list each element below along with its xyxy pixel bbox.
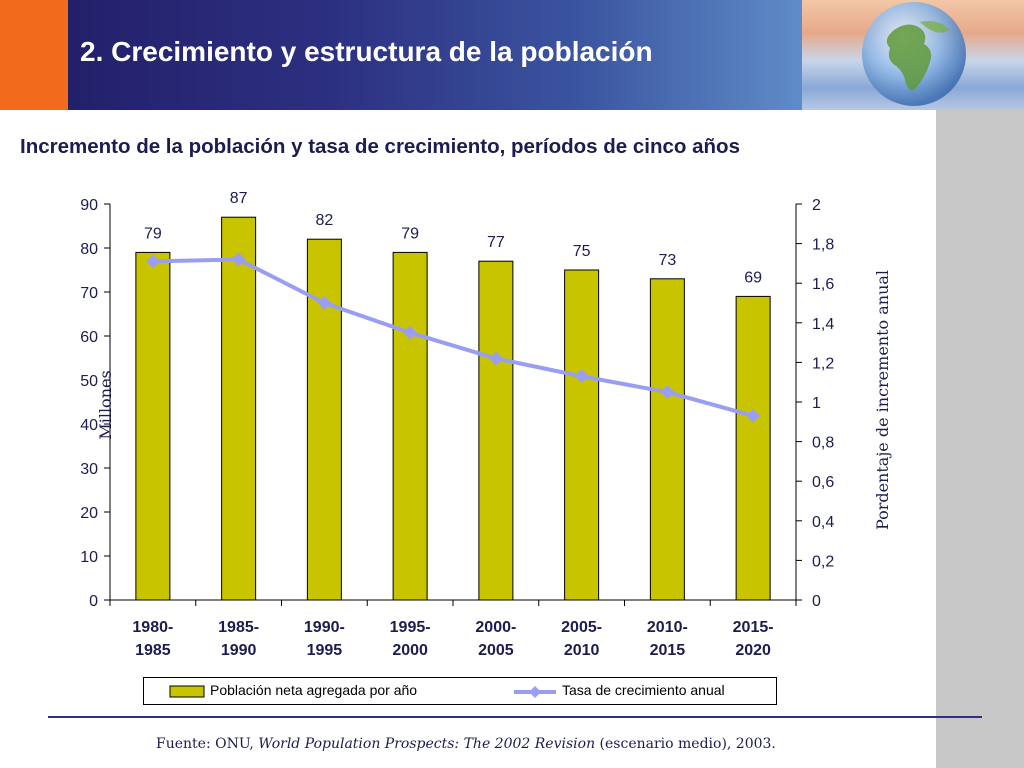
line-point <box>145 254 160 269</box>
y2-tick-label: 0,8 <box>812 435 834 452</box>
y2-tick-label: 0,4 <box>812 514 834 531</box>
y2-tick-label: 0,6 <box>812 474 834 491</box>
data-label: 77 <box>487 234 505 251</box>
data-label: 69 <box>744 269 762 286</box>
globe-panel <box>802 0 1024 110</box>
y-tick-label: 20 <box>80 505 98 522</box>
line-point <box>746 408 761 423</box>
y2-axis-label: Pordentaje de incremento anual <box>873 270 892 530</box>
right-gray-panel <box>936 110 1024 768</box>
y2-tick-label: 2 <box>812 197 821 214</box>
legend-bar-swatch <box>169 685 205 698</box>
y2-tick-label: 1,4 <box>812 316 834 333</box>
line-point <box>403 325 418 340</box>
legend-bar-label: Población neta agregada por año <box>210 682 418 698</box>
x-tick-label: 1980-1985 <box>132 619 173 659</box>
source-note: Fuente: ONU, World Population Prospects:… <box>156 736 776 752</box>
orange-accent-bar <box>0 0 68 110</box>
y-tick-label: 80 <box>80 241 98 258</box>
x-tick-label: 2015-2020 <box>733 619 774 659</box>
y2-tick-label: 0 <box>812 593 821 610</box>
y2-tick-label: 0,2 <box>812 553 834 570</box>
y-tick-label: 10 <box>80 549 98 566</box>
legend-line-label: Tasa de crecimiento anual <box>562 682 725 698</box>
source-title: World Population Prospects: The 2002 Rev… <box>258 736 596 752</box>
data-label: 82 <box>315 212 333 229</box>
source-suffix: (escenario medio), 2003. <box>595 736 776 752</box>
x-tick-label: 2000-2005 <box>475 619 516 659</box>
source-prefix: Fuente: ONU, <box>156 736 259 752</box>
data-label: 79 <box>401 225 419 242</box>
x-tick-label: 2010-2015 <box>647 619 688 659</box>
y2-tick-label: 1 <box>812 395 821 412</box>
x-tick-label: 1995-2000 <box>390 619 431 659</box>
line-point <box>660 385 675 400</box>
data-label: 73 <box>658 252 676 269</box>
x-tick-label: 1985-1990 <box>218 619 259 659</box>
x-tick-label: 2005-2010 <box>561 619 602 659</box>
bar <box>306 238 342 601</box>
data-label: 79 <box>144 225 162 242</box>
bar <box>478 260 514 601</box>
line-point <box>488 351 503 366</box>
y-tick-label: 60 <box>80 329 98 346</box>
bar <box>135 251 171 601</box>
data-label: 87 <box>230 190 248 207</box>
line-point <box>574 369 589 384</box>
y-tick-label: 40 <box>80 417 98 434</box>
y-tick-label: 70 <box>80 285 98 302</box>
y-tick-label: 90 <box>80 197 98 214</box>
bottom-rule <box>48 716 982 718</box>
bar <box>735 295 771 601</box>
series-line <box>152 257 754 418</box>
y-axis-label: Millones <box>96 370 115 439</box>
bar <box>649 278 685 601</box>
chart-subtitle: Incremento de la población y tasa de cre… <box>20 135 740 158</box>
y2-tick-label: 1,6 <box>812 276 834 293</box>
y2-tick-label: 1,8 <box>812 237 834 254</box>
bar <box>564 269 600 601</box>
legend-line-swatch <box>514 686 556 698</box>
bar <box>221 216 257 601</box>
data-label: 75 <box>573 243 591 260</box>
line-point <box>317 296 332 310</box>
y-tick-label: 0 <box>89 593 98 610</box>
bar <box>392 251 428 601</box>
y2-tick-label: 1,2 <box>812 355 834 372</box>
chart-legend: Población neta agregada por año Tasa de … <box>143 677 777 705</box>
x-tick-label: 1990-1995 <box>304 619 345 659</box>
header-banner: 2. Crecimiento y estructura de la poblac… <box>68 0 802 110</box>
y-tick-label: 30 <box>80 461 98 478</box>
line-point <box>231 252 246 267</box>
page-title: 2. Crecimiento y estructura de la poblac… <box>80 36 653 67</box>
globe-icon <box>862 2 966 106</box>
y-tick-label: 50 <box>80 373 98 390</box>
